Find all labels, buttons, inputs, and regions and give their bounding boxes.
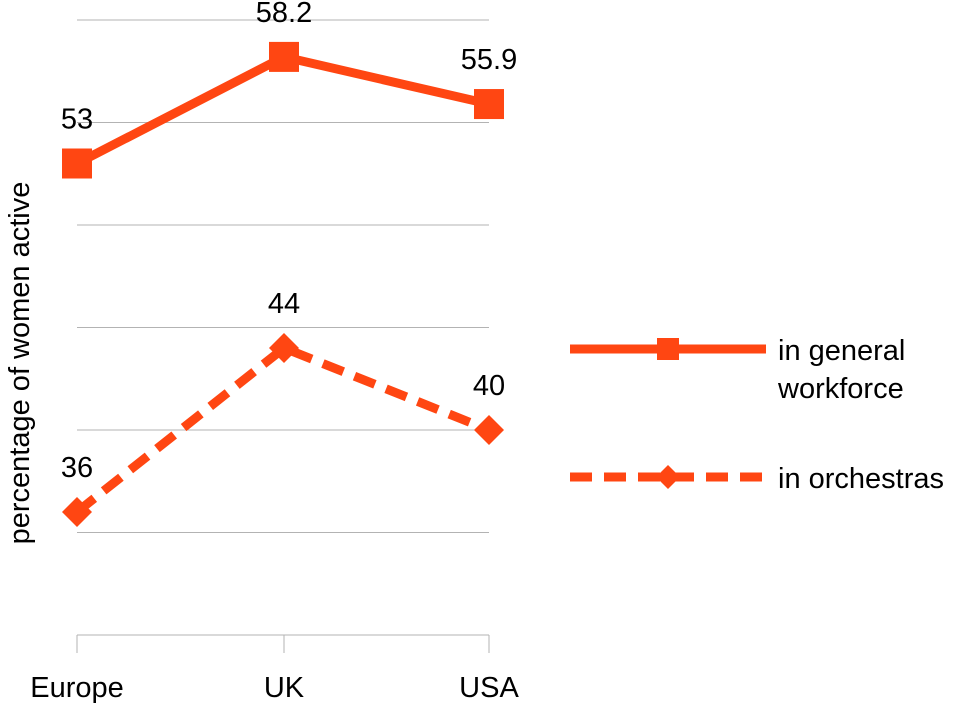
data-label: 53	[61, 104, 93, 136]
data-point-diamond	[62, 497, 92, 527]
data-label: 44	[268, 288, 300, 320]
legend-marker-square	[657, 338, 679, 360]
data-label: 55.9	[461, 44, 517, 76]
legend-label: in orchestras	[778, 463, 944, 495]
x-tick-label: UK	[264, 672, 305, 704]
series-layer	[62, 41, 504, 527]
data-label: 58.2	[256, 0, 312, 29]
x-tick-label: USA	[459, 672, 519, 704]
gridlines	[77, 19, 489, 636]
data-point-square	[269, 41, 299, 72]
x-axis-ticks	[76, 635, 490, 653]
data-labels: 53 58.2 55.9 36 44 40	[61, 0, 517, 484]
legend-marker-diamond	[656, 465, 680, 489]
legend: in general workforce in orchestras	[570, 335, 944, 495]
data-label: 40	[473, 370, 505, 402]
data-point-diamond	[269, 333, 299, 363]
legend-label: in general	[778, 335, 905, 367]
y-axis-label: percentage of women active	[4, 182, 36, 545]
data-point-square	[62, 148, 92, 179]
data-point-diamond	[474, 415, 504, 445]
legend-label: workforce	[777, 373, 904, 405]
series-line	[74, 52, 491, 168]
data-label: 36	[61, 452, 93, 484]
series-line	[74, 343, 491, 516]
x-tick-label: Europe	[30, 672, 124, 704]
x-axis-labels: Europe UK USA	[30, 672, 519, 704]
data-point-square	[474, 89, 504, 120]
